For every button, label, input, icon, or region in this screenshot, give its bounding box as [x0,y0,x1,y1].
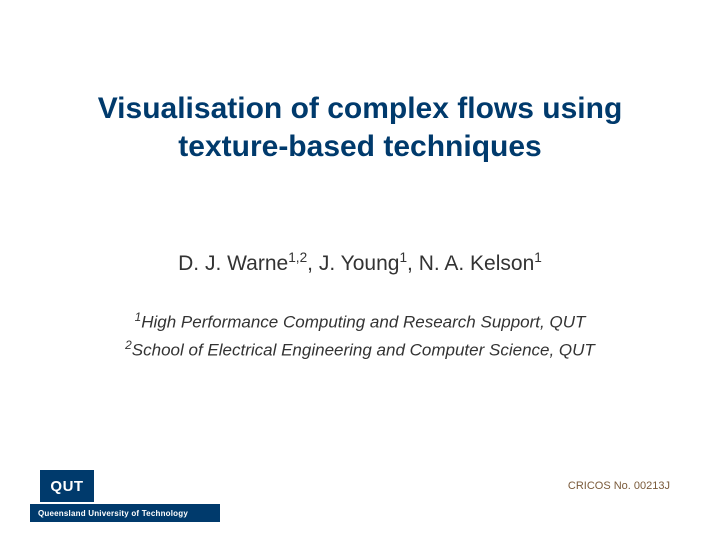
university-name-bar: Queensland University of Technology [30,504,220,522]
qut-logo: QUT [40,470,94,502]
qut-logo-text: QUT [50,478,83,495]
authors-line: D. J. Warne1,2, J. Young1, N. A. Kelson1 [0,250,720,276]
affiliation-1: 1High Performance Computing and Research… [0,310,720,333]
footer: QUT Queensland University of Technology … [0,480,720,540]
cricos-code: CRICOS No. 00213J [568,480,670,492]
slide-title: Visualisation of complex flows using tex… [0,90,720,165]
slide: Visualisation of complex flows using tex… [0,0,720,540]
affiliation-2: 2School of Electrical Engineering and Co… [0,338,720,361]
university-name: Queensland University of Technology [38,509,188,518]
